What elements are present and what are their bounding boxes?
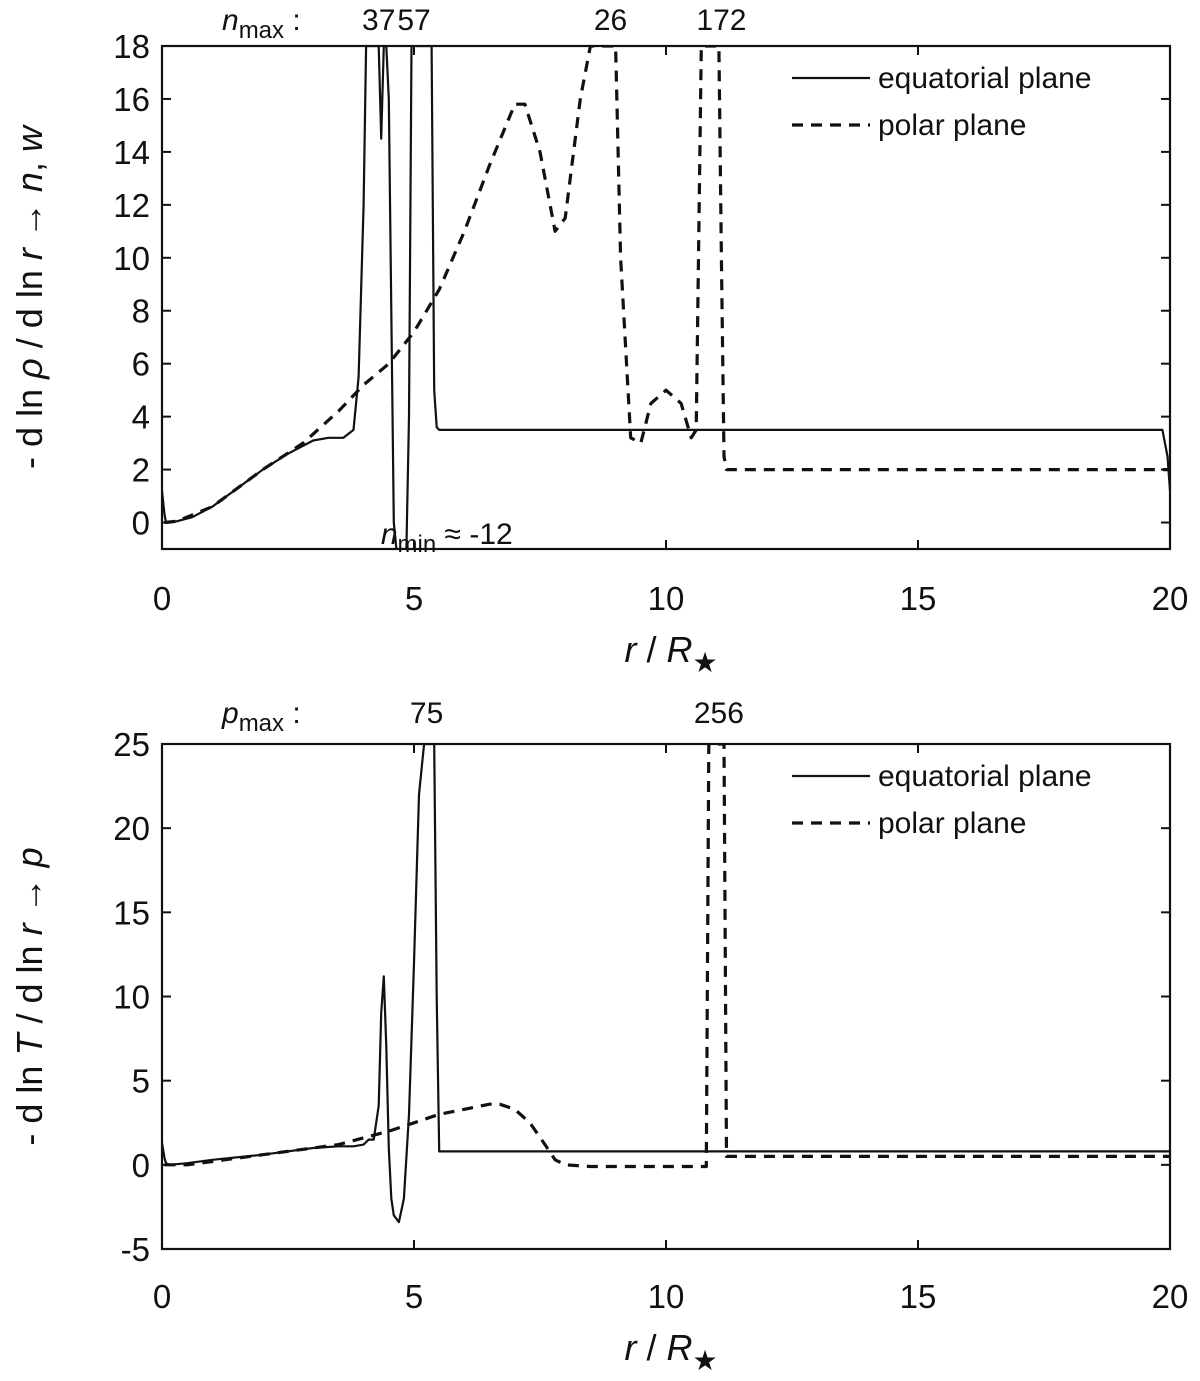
x-tick-label: 20 bbox=[1152, 580, 1189, 617]
x-tick-label: 15 bbox=[900, 1278, 937, 1315]
legend-label: equatorial plane bbox=[878, 760, 1092, 793]
x-tick-label: 10 bbox=[648, 1278, 685, 1315]
y-tick-label: 16 bbox=[113, 81, 150, 118]
y-axis-label: - d ln T / d ln r → p bbox=[9, 847, 50, 1145]
y-tick-label: 0 bbox=[132, 505, 150, 542]
x-tick-label: 15 bbox=[900, 580, 937, 617]
min-annotation: nmin ≈ -12 bbox=[381, 518, 513, 558]
max-annotation-value: 172 bbox=[696, 4, 746, 37]
x-axis-label: r / R★ bbox=[624, 1327, 717, 1376]
legend-label: polar plane bbox=[878, 807, 1026, 840]
max-annotation-value: 57 bbox=[397, 4, 430, 37]
y-tick-label: 18 bbox=[113, 28, 150, 65]
max-annotation-value: 37 bbox=[362, 4, 395, 37]
max-annotation-label: pmax : bbox=[221, 697, 301, 737]
series-line-polar bbox=[164, 744, 1170, 1169]
x-tick-label: 5 bbox=[405, 580, 423, 617]
x-tick-label: 5 bbox=[405, 1278, 423, 1315]
y-tick-label: 6 bbox=[132, 346, 150, 383]
max-annotation-value: 26 bbox=[594, 4, 627, 37]
legend-label: equatorial plane bbox=[878, 62, 1092, 95]
y-tick-label: 20 bbox=[113, 810, 150, 847]
x-tick-label: 20 bbox=[1152, 1278, 1189, 1315]
y-tick-label: 10 bbox=[113, 979, 150, 1016]
legend-label: polar plane bbox=[878, 109, 1026, 142]
max-annotation-value: 75 bbox=[410, 697, 443, 730]
y-tick-label: 2 bbox=[132, 452, 150, 489]
y-tick-label: 14 bbox=[113, 134, 150, 171]
y-tick-label: 12 bbox=[113, 187, 150, 224]
max-annotation-value: 256 bbox=[694, 697, 744, 730]
y-axis-label: - d ln ρ / d ln r → n, w bbox=[9, 124, 50, 469]
y-tick-label: 0 bbox=[132, 1147, 150, 1184]
chart-panel-1: 0 5 10 15 20 0 2 4 6 8 10 12 14 16 18 r / R★ - d ln ρ / … bbox=[9, 4, 1188, 678]
y-tick-label: 5 bbox=[132, 1063, 150, 1100]
x-tick-label: 10 bbox=[648, 580, 685, 617]
y-tick-label: 25 bbox=[113, 726, 150, 763]
y-tick-label: 10 bbox=[113, 240, 150, 277]
y-tick-label: 15 bbox=[113, 894, 150, 931]
y-tick-label: 8 bbox=[132, 293, 150, 330]
x-axis-label: r / R★ bbox=[624, 629, 717, 678]
x-tick-label: 0 bbox=[153, 1278, 171, 1315]
max-annotation-label: nmax : bbox=[222, 4, 301, 44]
y-tick-label: -5 bbox=[121, 1231, 150, 1268]
y-tick-label: 4 bbox=[132, 399, 150, 436]
x-tick-label: 0 bbox=[153, 580, 171, 617]
